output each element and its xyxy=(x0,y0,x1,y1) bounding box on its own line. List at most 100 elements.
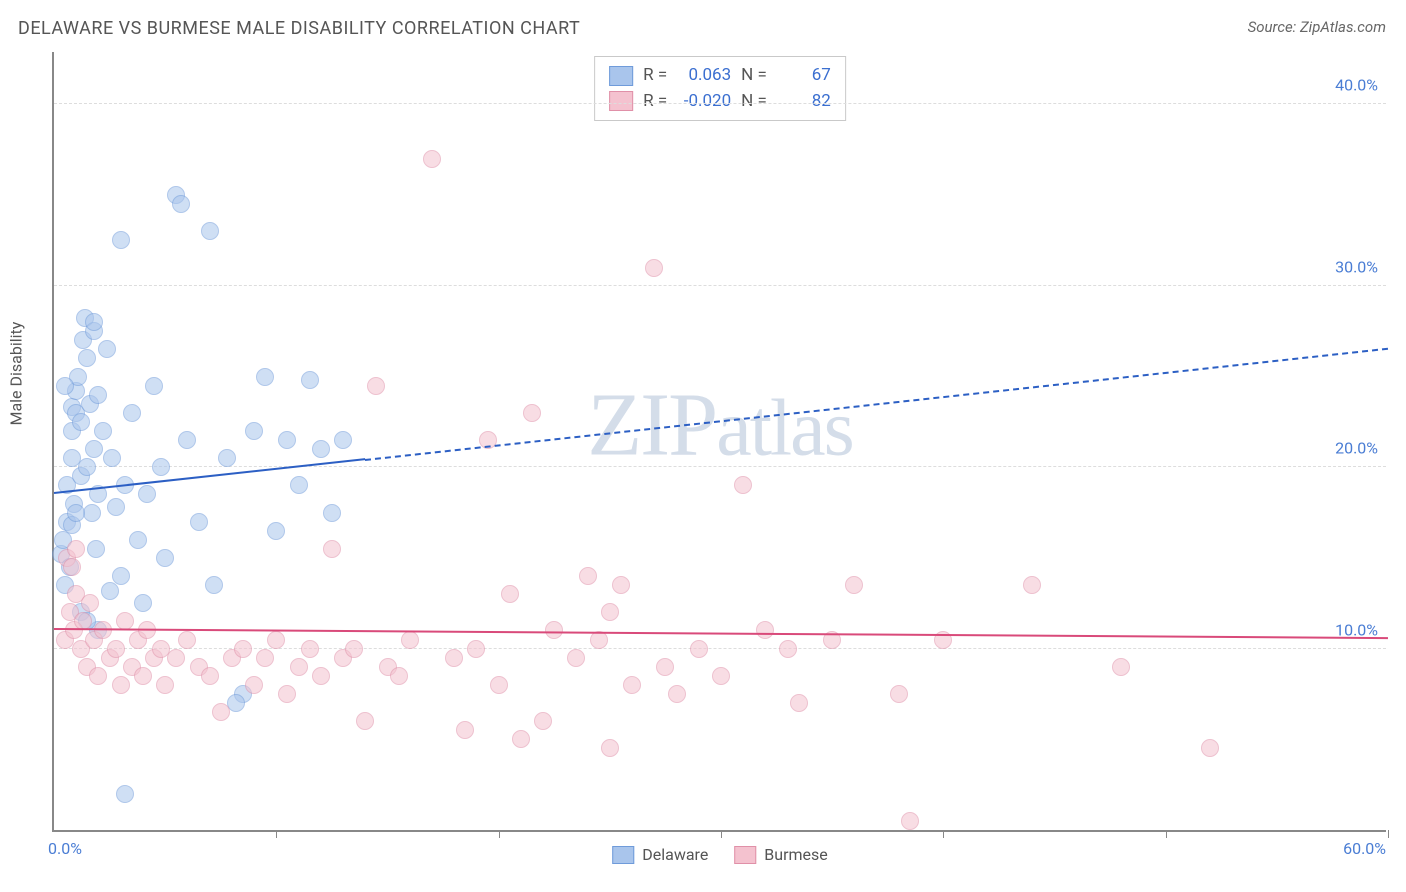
scatter-point xyxy=(290,658,308,676)
scatter-point xyxy=(623,676,641,694)
x-min-label: 0.0% xyxy=(48,839,82,858)
scatter-point xyxy=(612,576,630,594)
scatter-point xyxy=(98,340,116,358)
series-legend: Delaware Burmese xyxy=(612,845,828,864)
y-axis-title: Male Disability xyxy=(7,322,26,426)
legend-row: R = 0.063 N = 67 xyxy=(609,63,831,89)
scatter-point xyxy=(690,640,708,658)
gridline xyxy=(54,648,1386,649)
scatter-point xyxy=(256,649,274,667)
scatter-point xyxy=(112,231,130,249)
gridline xyxy=(54,466,1386,467)
scatter-point xyxy=(156,676,174,694)
scatter-point xyxy=(212,703,230,721)
scatter-point xyxy=(101,582,119,600)
x-tick xyxy=(499,830,500,838)
scatter-point xyxy=(901,812,919,830)
scatter-point xyxy=(490,676,508,694)
scatter-point xyxy=(218,449,236,467)
scatter-point xyxy=(67,540,85,558)
swatch-icon xyxy=(609,91,633,111)
scatter-point xyxy=(178,431,196,449)
scatter-point xyxy=(234,640,252,658)
n-label: N = xyxy=(741,63,767,89)
scatter-point xyxy=(256,368,274,386)
y-tick-label: 40.0% xyxy=(1335,76,1378,95)
scatter-point xyxy=(85,313,103,331)
scatter-point xyxy=(345,640,363,658)
scatter-point xyxy=(201,667,219,685)
scatter-point xyxy=(1023,576,1041,594)
scatter-point xyxy=(512,730,530,748)
scatter-point xyxy=(245,676,263,694)
scatter-point xyxy=(1201,739,1219,757)
x-tick xyxy=(1388,830,1389,838)
scatter-point xyxy=(190,513,208,531)
scatter-point xyxy=(467,640,485,658)
scatter-point xyxy=(107,640,125,658)
scatter-point xyxy=(534,712,552,730)
scatter-point xyxy=(78,458,96,476)
scatter-point xyxy=(601,739,619,757)
x-max-label: 60.0% xyxy=(1343,839,1386,858)
x-tick xyxy=(721,830,722,838)
legend-item: Delaware xyxy=(612,845,708,864)
trend-line-solid xyxy=(54,628,1388,639)
legend-item: Burmese xyxy=(734,845,827,864)
legend-label: Delaware xyxy=(642,845,708,864)
scatter-point xyxy=(81,594,99,612)
scatter-point xyxy=(567,649,585,667)
scatter-point xyxy=(112,676,130,694)
scatter-point xyxy=(178,631,196,649)
scatter-point xyxy=(367,377,385,395)
scatter-point xyxy=(423,150,441,168)
scatter-point xyxy=(301,640,319,658)
scatter-point xyxy=(356,712,374,730)
scatter-point xyxy=(278,685,296,703)
scatter-point xyxy=(63,558,81,576)
scatter-point xyxy=(94,621,112,639)
scatter-point xyxy=(89,386,107,404)
x-tick xyxy=(276,830,277,838)
scatter-point xyxy=(107,498,125,516)
scatter-point xyxy=(301,371,319,389)
scatter-point xyxy=(312,667,330,685)
scatter-point xyxy=(89,667,107,685)
scatter-point xyxy=(94,422,112,440)
scatter-point xyxy=(112,567,130,585)
scatter-point xyxy=(890,685,908,703)
scatter-point xyxy=(205,576,223,594)
scatter-point xyxy=(645,259,663,277)
scatter-point xyxy=(579,567,597,585)
n-value: 67 xyxy=(777,63,831,89)
x-tick xyxy=(943,830,944,838)
scatter-point xyxy=(167,649,185,667)
scatter-point xyxy=(790,694,808,712)
chart-title: DELAWARE VS BURMESE MALE DISABILITY CORR… xyxy=(18,18,580,39)
r-value: -0.020 xyxy=(677,89,731,115)
scatter-point xyxy=(456,721,474,739)
scatter-point xyxy=(323,504,341,522)
scatter-point xyxy=(67,504,85,522)
scatter-point xyxy=(445,649,463,667)
scatter-point xyxy=(390,667,408,685)
scatter-point xyxy=(501,585,519,603)
correlation-legend: R = 0.063 N = 67 R = -0.020 N = 82 xyxy=(594,56,846,121)
scatter-point xyxy=(156,549,174,567)
scatter-point xyxy=(172,195,190,213)
scatter-point xyxy=(245,422,263,440)
scatter-point xyxy=(656,658,674,676)
scatter-point xyxy=(668,685,686,703)
watermark: ZIPatlas xyxy=(587,374,853,477)
scatter-point xyxy=(87,540,105,558)
scatter-point xyxy=(756,621,774,639)
n-label: N = xyxy=(741,89,767,115)
scatter-point xyxy=(267,522,285,540)
gridline xyxy=(54,285,1386,286)
scatter-point xyxy=(123,404,141,422)
scatter-point xyxy=(134,667,152,685)
scatter-point xyxy=(72,413,90,431)
scatter-point xyxy=(845,576,863,594)
scatter-point xyxy=(290,476,308,494)
y-tick-label: 20.0% xyxy=(1335,439,1378,458)
